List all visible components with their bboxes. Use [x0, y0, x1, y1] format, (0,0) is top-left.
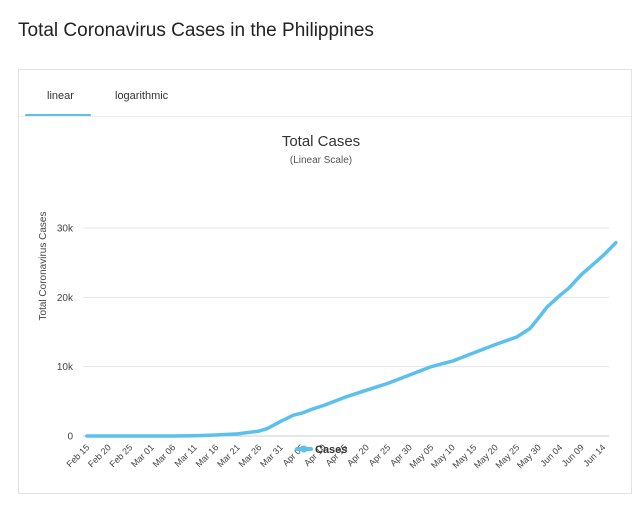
y-tick-label: 10k: [57, 362, 74, 373]
x-tick-label: Mar 16: [194, 442, 221, 469]
chart-subtitle: (Linear Scale): [290, 155, 352, 166]
x-tick-label: Jun 09: [560, 442, 586, 468]
x-tick-label: Mar 26: [237, 442, 264, 469]
x-tick-label: Jun 04: [538, 442, 564, 468]
x-tick-label: Feb 15: [65, 442, 92, 469]
y-tick-label: 20k: [57, 293, 74, 304]
x-tick-label: Feb 25: [108, 442, 135, 469]
chart-panel: linear logarithmic 0 10k 20k 30k Feb 15 Feb …: [18, 69, 632, 494]
page-title: Total Coronavirus Cases in the Philippin…: [18, 20, 374, 41]
x-tick-label: May 30: [515, 442, 543, 470]
legend[interactable]: Cases: [295, 444, 347, 456]
x-tick-label: Mar 31: [258, 442, 285, 469]
tab-logarithmic[interactable]: logarithmic: [115, 90, 169, 102]
active-tab-indicator: [25, 114, 91, 117]
x-tick-label: Apr 20: [345, 442, 371, 468]
chart-title: Total Cases: [282, 133, 360, 150]
y-axis-ticks: 0 10k 20k 30k: [57, 224, 74, 443]
series-line-cases: [85, 240, 618, 438]
scale-tabs: linear logarithmic: [19, 70, 631, 117]
x-tick-label: Feb 20: [86, 442, 113, 469]
y-tick-label: 0: [67, 432, 73, 443]
grid-lines: [83, 227, 609, 437]
y-tick-label: 30k: [57, 224, 74, 235]
legend-marker: [300, 445, 308, 453]
x-tick-label: Mar 21: [215, 442, 242, 469]
tab-divider: [19, 116, 631, 117]
tab-linear[interactable]: linear: [47, 90, 74, 102]
x-tick-label: Mar 01: [129, 442, 156, 469]
y-axis-label: Total Coronavirus Cases: [38, 212, 49, 321]
x-tick-label: Jun 14: [581, 442, 607, 468]
x-tick-label: Apr 25: [367, 442, 393, 468]
x-tick-label: Mar 06: [151, 442, 178, 469]
legend-label-cases: Cases: [315, 444, 347, 456]
